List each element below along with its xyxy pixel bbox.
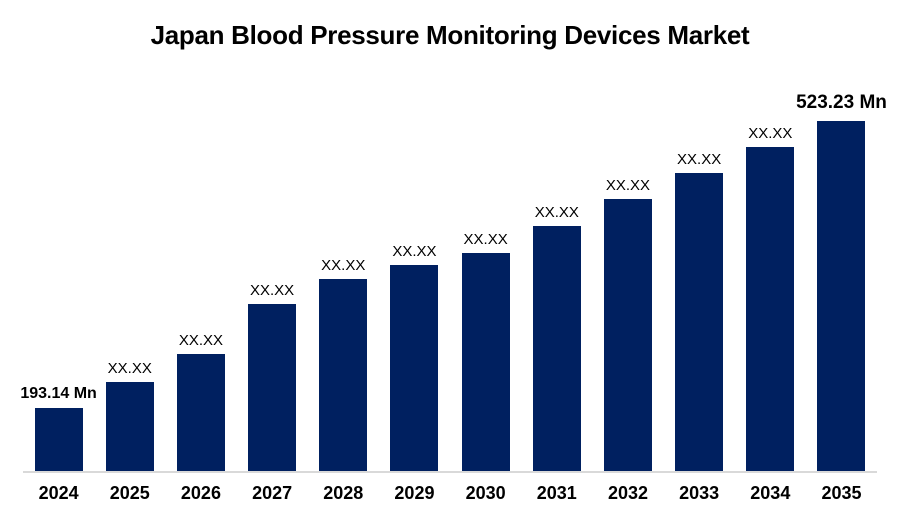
- axis-label-2033: 2033: [679, 483, 720, 503]
- bar-slot-2024: 193.14 Mn: [20, 60, 97, 471]
- bar-2031: [532, 226, 581, 471]
- bar-slot-2033: XX.XX: [664, 60, 735, 471]
- axis-label-2034: 2034: [750, 483, 791, 503]
- bar-slot-2026: XX.XX: [165, 60, 236, 471]
- value-label-2027: XX.XX: [250, 282, 295, 299]
- axis-label-2031: 2031: [536, 483, 577, 503]
- axis-label-2025: 2025: [109, 483, 150, 503]
- value-label-2028: XX.XX: [321, 257, 366, 274]
- x-axis-line: [23, 471, 877, 473]
- value-label-2029: XX.XX: [392, 243, 437, 260]
- value-label-2031: XX.XX: [534, 204, 579, 221]
- value-label-2030: XX.XX: [463, 231, 508, 248]
- plot-area: 193.14 Mn XX.XX XX.XX XX.XX XX.XX XX.XX XX.XX X…: [20, 60, 887, 471]
- axis-label-2032: 2032: [607, 483, 648, 503]
- value-label-2034: XX.XX: [748, 125, 793, 142]
- value-label-2026: XX.XX: [178, 332, 224, 349]
- axis-label-2027: 2027: [252, 483, 293, 503]
- bar-2034: [746, 147, 795, 471]
- bar-slot-2032: XX.XX: [592, 60, 663, 471]
- axis-label-2035: 2035: [821, 483, 862, 503]
- bar-2027: [248, 304, 297, 471]
- axis-label-2030: 2030: [465, 483, 506, 503]
- bar-slot-2025: XX.XX: [94, 60, 165, 471]
- x-axis-labels: 2024 2025 2026 2027 2028 2029 2030 2031 2032 2033…: [23, 483, 877, 504]
- bar-slot-2028: XX.XX: [308, 60, 379, 471]
- bar-2032: [603, 199, 652, 471]
- bar-2025: [105, 382, 154, 471]
- axis-label-2028: 2028: [323, 483, 364, 503]
- bar-2024: [34, 408, 83, 471]
- bar-2035: [817, 121, 866, 471]
- chart-title: Japan Blood Pressure Monitoring Devices …: [150, 20, 750, 50]
- bar-2033: [675, 173, 724, 471]
- value-label-2033: XX.XX: [677, 151, 722, 168]
- bar-2028: [319, 279, 368, 471]
- value-label-2024: 193.14 Mn: [20, 385, 97, 402]
- bar-2026: [176, 354, 225, 471]
- bar-slot-2034: XX.XX: [735, 60, 806, 471]
- bar-slot-2031: XX.XX: [521, 60, 592, 471]
- value-label-2035: 523.23 Mn: [796, 92, 887, 113]
- value-label-2032: XX.XX: [605, 177, 651, 194]
- axis-label-2026: 2026: [180, 483, 221, 503]
- axis-label-2024: 2024: [38, 483, 79, 503]
- bar-slot-2030: XX.XX: [450, 60, 521, 471]
- bar-slot-2035: 523.23 Mn: [796, 60, 887, 471]
- bar-2030: [461, 253, 510, 471]
- bar-2029: [390, 265, 439, 471]
- bar-slot-2029: XX.XX: [379, 60, 450, 471]
- axis-label-2029: 2029: [394, 483, 435, 503]
- value-label-2025: XX.XX: [107, 360, 152, 377]
- bar-slot-2027: XX.XX: [237, 60, 308, 471]
